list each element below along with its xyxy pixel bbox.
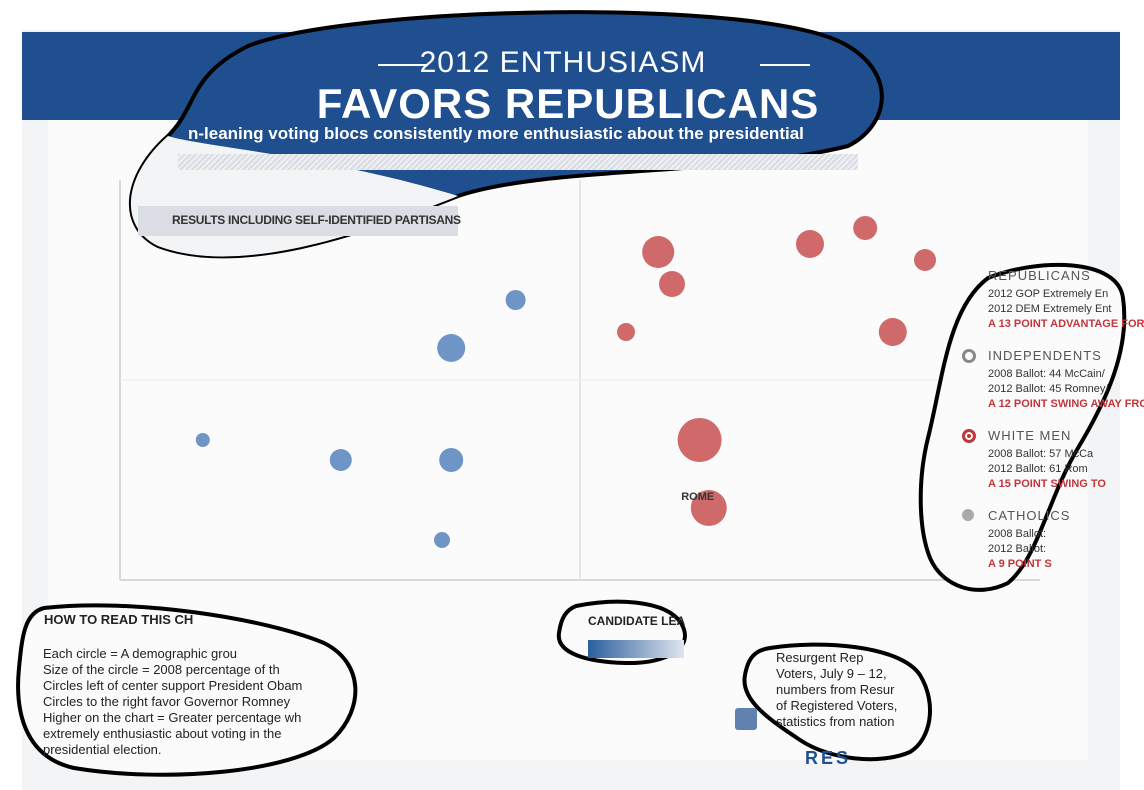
legend-line: 2012 Ballot: 61 Rom [988,463,1088,475]
source-blob [742,642,933,762]
source-line: Voters, July 9 – 12, [776,666,887,681]
legend-group-head: INDEPENDENTS [988,348,1102,363]
how-to-read-line: Circles left of center support President… [43,678,303,693]
legend-line: 2012 Ballot: 45 Romney/ [988,383,1109,395]
how-to-read-line: Size of the circle = 2008 percentage of … [43,662,280,677]
data-point [690,490,727,526]
hatch-divider [178,154,858,170]
how-to-read-line: Each circle = A demographic grou [43,646,238,661]
chart-axes [119,180,1040,581]
legend-line: 2008 Ballot: 44 McCain/ [988,368,1105,380]
legend-marker-icon [962,429,976,443]
legend-line: 2008 Ballot: 57 McCa [988,448,1094,460]
source-line: statistics from nation [776,714,895,729]
data-point [642,236,675,268]
legend-line: 2012 DEM Extremely Ent [988,303,1112,315]
data-point [505,290,526,310]
legend-note: A 13 POINT ADVANTAGE FOR G [988,318,1144,330]
title-rule-right [760,64,810,66]
legend-line: 2008 Ballot: [988,528,1047,540]
data-point [878,318,907,346]
legend-marker-icon [962,349,976,363]
data-point [914,249,936,271]
source-line: Resurgent Rep [776,650,864,665]
point-label: ROME [681,491,714,503]
how-to-read-line: Circles to the right favor Governor Romn… [43,694,291,709]
results-section-label: RESULTS INCLUDING SELF-IDENTIFIED PARTIS… [172,213,461,227]
title-rule-left [378,64,428,66]
candidate-legend-title: CANDIDATE LEA [588,614,686,628]
legend-group-head: CATHOLICS [988,508,1071,523]
legend-line: 2012 GOP Extremely En [988,288,1109,300]
title-year-line: 2012 ENTHUSIASM [419,46,707,79]
data-point [195,433,210,447]
chart-marks: ROME [195,216,936,548]
data-point [617,323,635,341]
data-point [796,230,824,258]
page-title: FAVORS REPUBLICANS [316,80,820,127]
data-point [853,216,878,240]
page-subtitle: n-leaning voting blocs consistently more… [188,124,804,143]
legend-highlight-blob [918,262,1127,592]
scatter-chart: ROME [119,180,1040,581]
share-icon[interactable] [735,708,757,730]
how-to-read-blob [16,603,358,777]
data-point [434,532,450,548]
how-to-read-line: Higher on the chart = Greater percentage… [43,710,302,725]
legend-group-head: WHITE MEN [988,428,1072,443]
legend-note: A 12 POINT SWING AWAY FRO [988,398,1144,410]
data-point [677,418,722,462]
legend-line: 2012 Ballot: [988,543,1047,555]
legend-note: A 9 POINT S [988,558,1052,570]
data-point [439,448,464,472]
legend-note: A 15 POINT SWING TO [988,478,1106,490]
legend-marker-icon [962,509,974,521]
candidate-color-scale [588,640,684,658]
results-section-bar [138,206,458,236]
how-to-read-line: extremely enthusiastic about voting in t… [43,726,282,741]
data-point [329,449,352,471]
legend-group-head: REPUBLICANS [988,268,1091,283]
source-line: of Registered Voters, [776,698,898,713]
how-to-read-title: HOW TO READ THIS CH [44,612,194,627]
source-line: numbers from Resur [776,682,895,697]
data-point [437,334,466,362]
title-block: 2012 ENTHUSIASM FAVORS REPUBLICANS n-lea… [128,6,888,264]
data-point [659,271,685,297]
how-to-read-line: presidential election. [43,742,162,757]
footer-logo: RES [805,748,852,768]
